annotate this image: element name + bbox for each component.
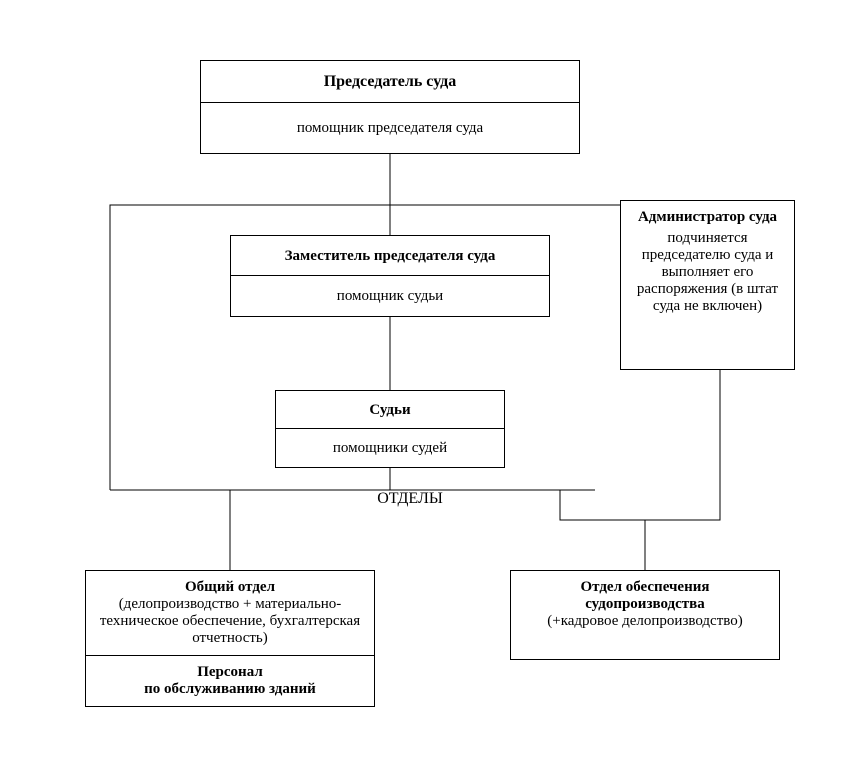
node-judges: Судьи помощники судей bbox=[275, 390, 505, 468]
admin-desc: подчиняется председателю суда и выполняе… bbox=[627, 230, 788, 315]
deputy-assistant: помощник судьи bbox=[231, 276, 549, 316]
node-deputy: Заместитель председателя суда помощник с… bbox=[230, 235, 550, 317]
chairman-assistant: помощник председателя суда bbox=[201, 103, 579, 153]
node-general-dept: Общий отдел (делопроизводство + материал… bbox=[85, 570, 375, 707]
node-chairman: Председатель суда помощник председателя … bbox=[200, 60, 580, 154]
personnel-title: Персонал bbox=[96, 664, 364, 681]
admin-title: Администратор суда bbox=[627, 209, 788, 226]
departments-label: ОТДЕЛЫ bbox=[350, 490, 470, 508]
general-dept-desc: (делопроизводство + материально-техничес… bbox=[96, 596, 364, 647]
judges-assistants: помощники судей bbox=[276, 429, 504, 467]
judges-title: Судьи bbox=[276, 391, 504, 429]
org-chart: Председатель суда помощник председателя … bbox=[0, 0, 850, 779]
node-admin: Администратор суда подчиняется председат… bbox=[620, 200, 795, 370]
chairman-title: Председатель суда bbox=[201, 61, 579, 103]
proc-dept-desc: (+кадровое делопроизводство) bbox=[521, 613, 769, 630]
node-proc-dept: Отдел обеспечения судопроизводства (+кад… bbox=[510, 570, 780, 660]
deputy-title: Заместитель председателя суда bbox=[231, 236, 549, 276]
general-dept-title: Общий отдел bbox=[96, 579, 364, 596]
proc-dept-title: Отдел обеспечения судопроизводства bbox=[521, 579, 769, 613]
personnel-desc: по обслуживанию зданий bbox=[96, 681, 364, 698]
